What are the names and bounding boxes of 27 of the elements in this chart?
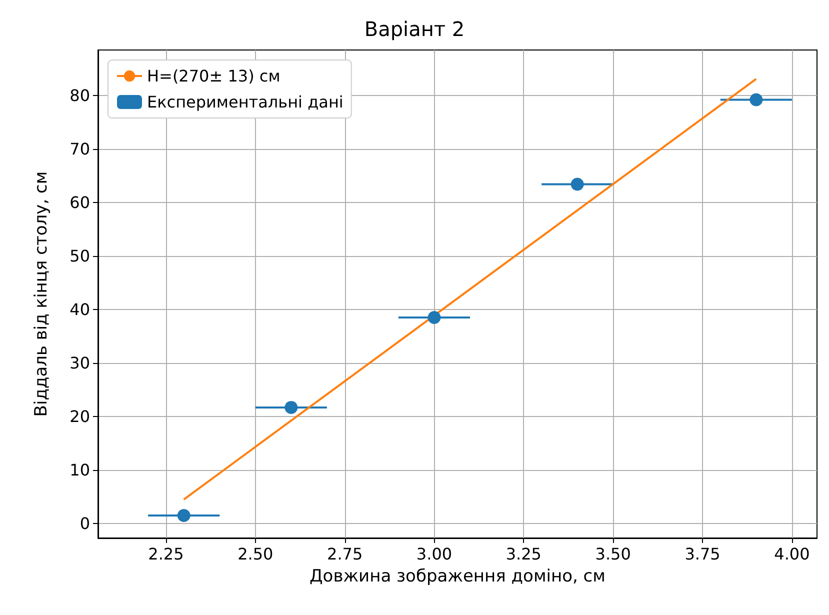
x-axis-title: Довжина зображення доміно, см xyxy=(310,566,606,586)
x-tick-label: 2.50 xyxy=(238,544,274,564)
x-tick-label: 3.00 xyxy=(416,544,452,564)
y-tick-label: 70 xyxy=(70,139,90,158)
x-tick-label: 2.75 xyxy=(327,544,363,564)
y-tick-label: 20 xyxy=(70,407,90,426)
legend-label: H=(270± 13) см xyxy=(147,66,280,86)
y-tick-label: 0 xyxy=(80,514,90,534)
x-tick-label: 2.25 xyxy=(148,544,184,564)
x-tick-label: 3.25 xyxy=(506,544,542,564)
y-tick-label: 30 xyxy=(70,354,90,373)
point xyxy=(284,400,298,414)
x-tick-label: 3.50 xyxy=(595,544,631,564)
y-tick-label: 10 xyxy=(70,460,90,480)
point xyxy=(177,509,190,522)
legend-label: Експериментальні дані xyxy=(147,92,344,112)
chart-title: Варіант 2 xyxy=(364,17,465,41)
y-axis-title: Віддаль від кінця столу, см xyxy=(32,171,52,417)
x-tick-label: 4.00 xyxy=(774,544,810,564)
y-tick-label: 50 xyxy=(70,246,90,266)
y-tick-label: 80 xyxy=(70,86,90,105)
point xyxy=(750,93,763,106)
point xyxy=(428,311,441,324)
y-tick-label: 60 xyxy=(70,193,90,212)
y-tick-label: 40 xyxy=(70,300,90,320)
x-tick-label: 3.75 xyxy=(684,544,720,564)
point xyxy=(570,178,584,191)
